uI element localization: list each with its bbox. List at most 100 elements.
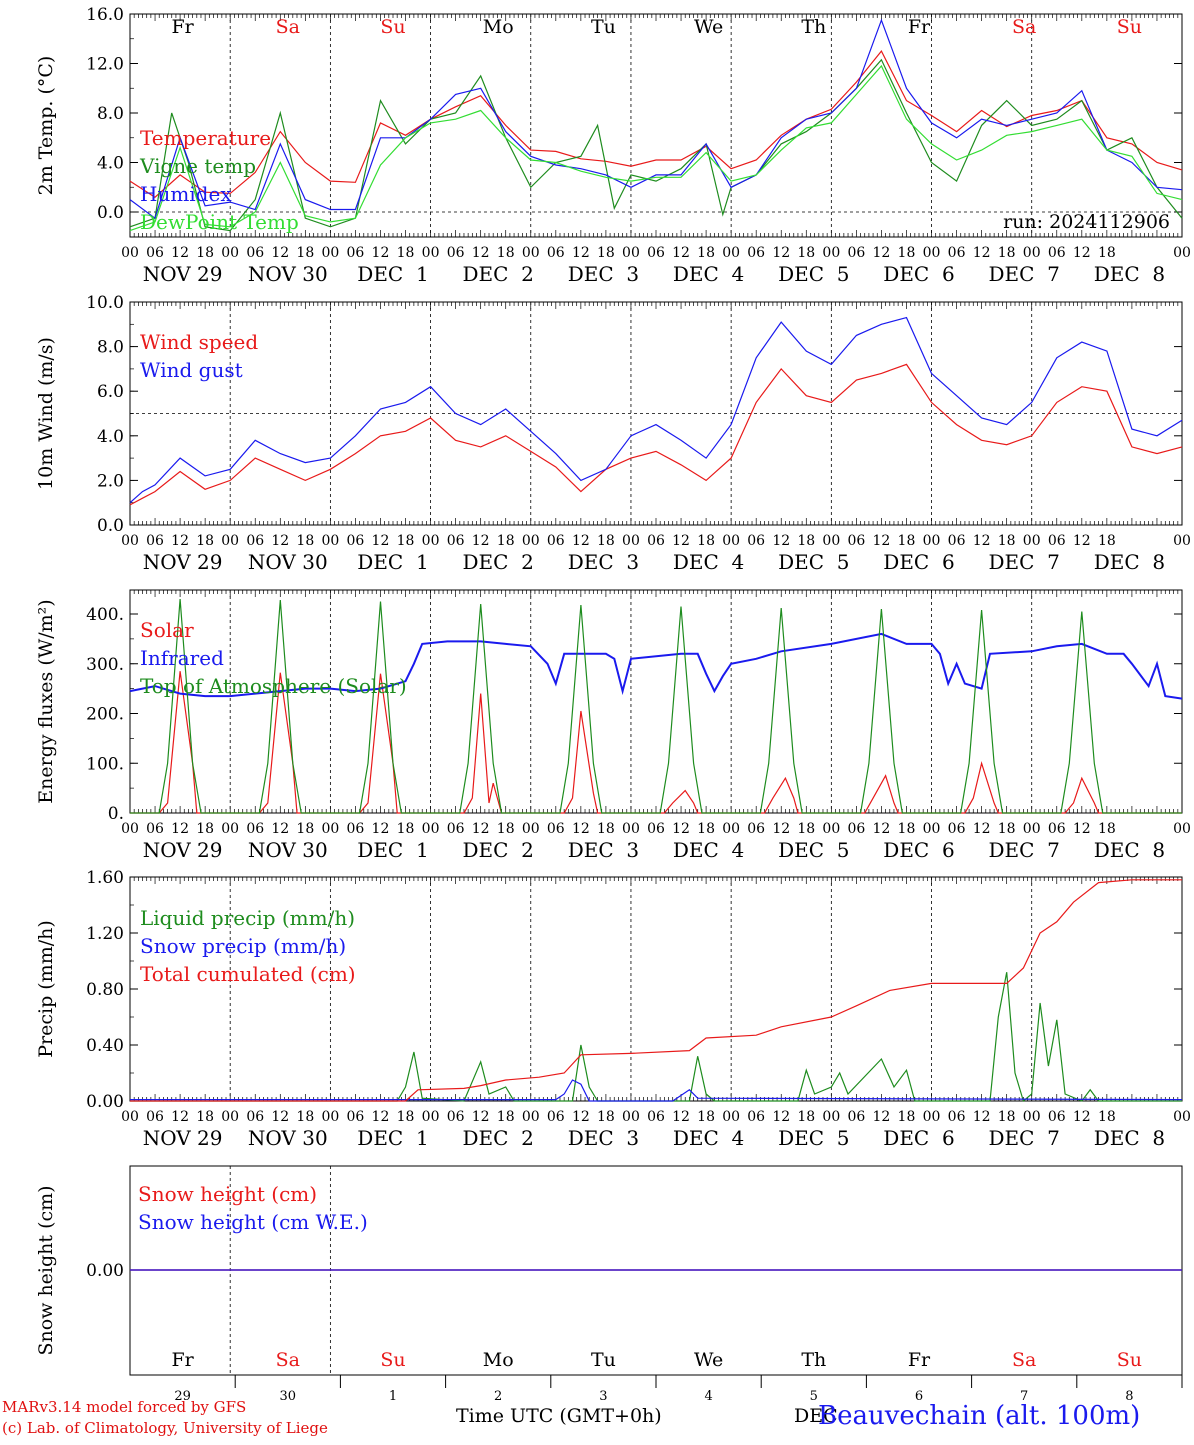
legend-entry: Vigne temp xyxy=(139,154,256,178)
date-label: DEC 6 xyxy=(883,550,954,574)
y-tick-label: 1.60 xyxy=(86,868,124,888)
day-name-label: We xyxy=(694,16,723,38)
hour-tick-label: 06 xyxy=(948,245,966,261)
hour-tick-label: 00 xyxy=(121,1109,139,1125)
hour-tick-label: 06 xyxy=(146,1109,164,1125)
hour-tick-label: 18 xyxy=(497,533,515,549)
series-line-liquid-precip-mm-h- xyxy=(130,972,1182,1103)
date-label: DEC 3 xyxy=(568,550,639,574)
y-tick-label: 16.0 xyxy=(86,5,124,25)
hour-tick-label: 12 xyxy=(672,821,690,837)
y-tick-label: 1.20 xyxy=(86,924,124,944)
hour-tick-label: 12 xyxy=(171,821,189,837)
hour-tick-label: 06 xyxy=(948,533,966,549)
series-line-vigne-temp xyxy=(129,58,1183,232)
date-label: DEC 2 xyxy=(463,1126,534,1150)
day-number-label: 7 xyxy=(1020,1389,1028,1404)
hour-tick-label: 06 xyxy=(847,1109,865,1125)
date-label: DEC 3 xyxy=(568,838,639,862)
hour-tick-label: 00 xyxy=(221,533,239,549)
hour-tick-label: 12 xyxy=(271,821,289,837)
hour-tick-label: 00 xyxy=(321,533,339,549)
day-name-label: Th xyxy=(801,16,826,38)
hour-tick-label: 00 xyxy=(422,533,440,549)
hour-tick-label: 00 xyxy=(822,1109,840,1125)
hour-tick-label: 06 xyxy=(1048,533,1066,549)
y-tick-label: 100. xyxy=(86,754,124,774)
hour-tick-label: 00 xyxy=(221,245,239,261)
hour-tick-label: 18 xyxy=(397,1109,415,1125)
date-label: NOV 30 xyxy=(248,1126,328,1150)
date-label: NOV 29 xyxy=(143,262,223,286)
date-label: DEC 5 xyxy=(778,838,849,862)
y-tick-label: 0. xyxy=(108,804,124,824)
hour-tick-label: 00 xyxy=(1023,533,1041,549)
hour-tick-label: 06 xyxy=(547,245,565,261)
hour-tick-label: 06 xyxy=(547,821,565,837)
hour-tick-label: 18 xyxy=(1098,1109,1116,1125)
hour-tick-label: 18 xyxy=(296,245,314,261)
legend-entry: Humidex xyxy=(140,182,232,206)
lab-credit: (c) Lab. of Climatology, University of L… xyxy=(2,1419,328,1437)
hour-tick-label: 00 xyxy=(1173,821,1191,837)
hour-tick-label: 12 xyxy=(672,245,690,261)
y-tick-label: 0.40 xyxy=(86,1036,124,1056)
hour-tick-label: 06 xyxy=(447,533,465,549)
legend-entry: Solar xyxy=(140,618,194,642)
day-name-label: Sa xyxy=(1012,1349,1036,1371)
hour-tick-label: 12 xyxy=(472,245,490,261)
hour-tick-label: 18 xyxy=(697,533,715,549)
hour-tick-label: 12 xyxy=(372,1109,390,1125)
hour-tick-label: 06 xyxy=(647,821,665,837)
hour-tick-label: 12 xyxy=(873,533,891,549)
hour-tick-label: 00 xyxy=(822,533,840,549)
hour-tick-label: 00 xyxy=(923,245,941,261)
hour-tick-label: 18 xyxy=(797,533,815,549)
hour-tick-label: 12 xyxy=(973,821,991,837)
hour-tick-label: 06 xyxy=(747,821,765,837)
y-axis-title: 2m Temp. (°C) xyxy=(35,56,57,196)
y-axis-title: Snow height (cm) xyxy=(35,1185,57,1355)
hour-tick-label: 00 xyxy=(121,821,139,837)
hour-tick-label: 12 xyxy=(171,245,189,261)
y-tick-label: 0.80 xyxy=(86,980,124,1000)
x-axis-title: Time UTC (GMT+0h) xyxy=(456,1405,662,1427)
hour-tick-label: 12 xyxy=(1073,533,1091,549)
hour-tick-label: 00 xyxy=(923,533,941,549)
legend-entry: DewPoint Temp xyxy=(140,210,299,234)
hour-tick-label: 06 xyxy=(447,821,465,837)
legend-entry: Top of Atmosphere (Solar) xyxy=(140,674,407,698)
hour-tick-label: 06 xyxy=(948,1109,966,1125)
hour-tick-label: 12 xyxy=(772,245,790,261)
hour-tick-label: 12 xyxy=(472,1109,490,1125)
date-label: NOV 30 xyxy=(248,262,328,286)
hour-tick-label: 12 xyxy=(572,821,590,837)
hour-tick-label: 00 xyxy=(422,821,440,837)
y-tick-label: 10.0 xyxy=(86,293,124,313)
date-label: DEC 8 xyxy=(1094,1126,1165,1150)
hour-tick-label: 18 xyxy=(597,821,615,837)
hour-tick-label: 18 xyxy=(1098,245,1116,261)
hour-tick-label: 06 xyxy=(1048,821,1066,837)
hour-tick-label: 00 xyxy=(221,821,239,837)
date-label: DEC 7 xyxy=(989,262,1060,286)
day-name-label: Fr xyxy=(171,16,194,38)
hour-tick-label: 06 xyxy=(246,533,264,549)
hour-tick-label: 12 xyxy=(171,1109,189,1125)
day-number-label: 2 xyxy=(494,1389,502,1404)
date-label: DEC 1 xyxy=(357,1126,428,1150)
hour-tick-label: 18 xyxy=(196,821,214,837)
date-label: DEC 1 xyxy=(357,262,428,286)
run-label: run: 2024112906 xyxy=(1003,211,1170,233)
hour-tick-label: 06 xyxy=(847,821,865,837)
hour-tick-label: 12 xyxy=(772,533,790,549)
day-name-label: Th xyxy=(801,1349,826,1371)
day-name-label: Sa xyxy=(1012,16,1036,38)
hour-tick-label: 00 xyxy=(321,821,339,837)
legend-entry: Snow height (cm W.E.) xyxy=(138,1210,368,1234)
hour-tick-label: 00 xyxy=(923,1109,941,1125)
y-tick-label: 300. xyxy=(86,655,124,675)
date-label: DEC 4 xyxy=(673,262,744,286)
hour-tick-label: 06 xyxy=(246,245,264,261)
series-line-infrared xyxy=(129,632,1183,700)
